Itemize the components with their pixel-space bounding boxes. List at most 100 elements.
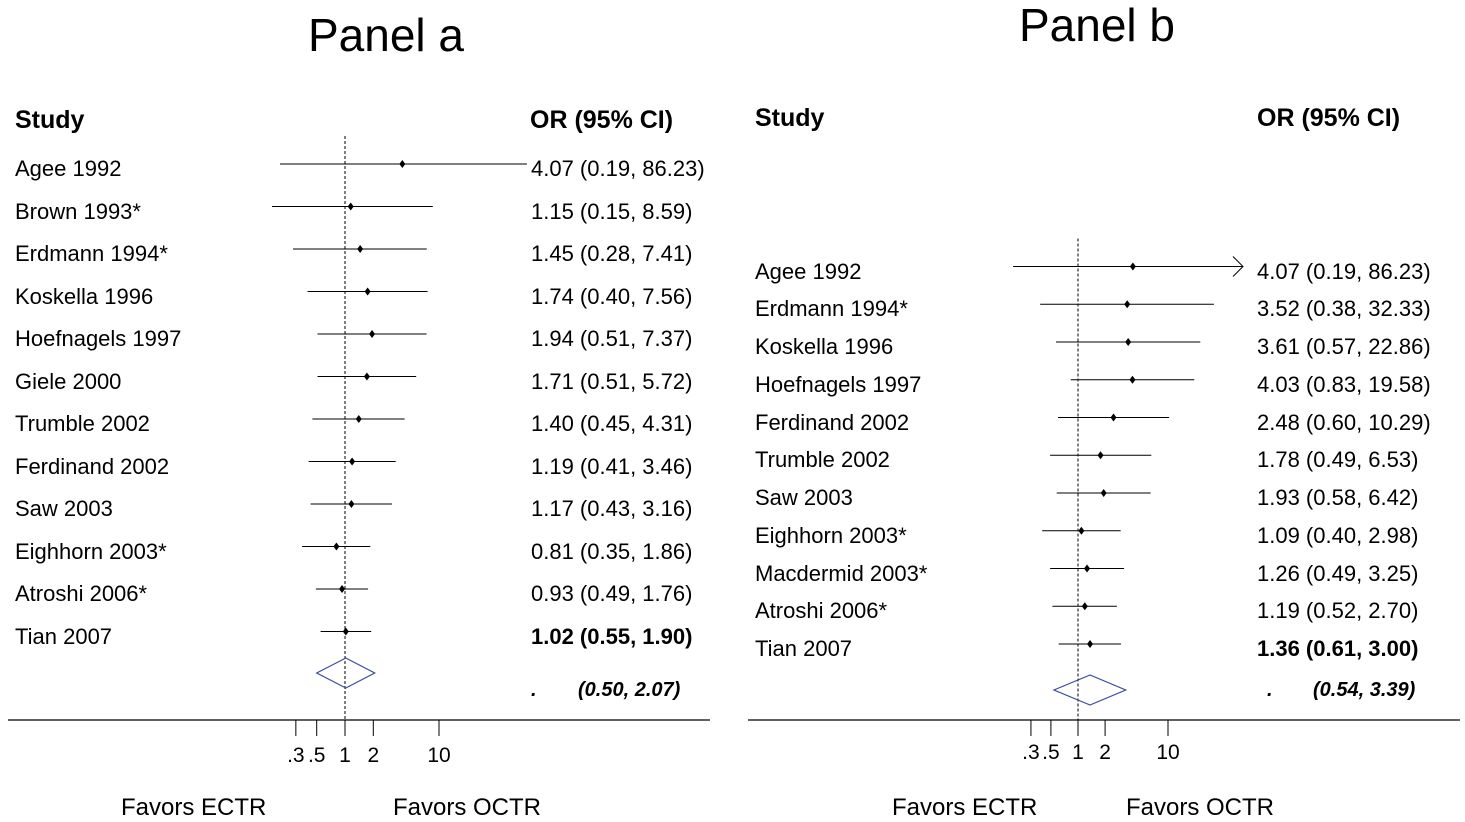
point-estimate	[1124, 300, 1131, 309]
study-name: Hoefnagels 1997	[15, 326, 182, 351]
point-estimate	[1087, 640, 1094, 648]
odds-ratio-ci: 0.93 (0.49, 1.76)	[531, 581, 693, 606]
odds-ratio-ci: 1.09 (0.40, 2.98)	[1257, 522, 1419, 548]
point-estimate	[1125, 338, 1132, 346]
point-estimate	[333, 542, 340, 551]
odds-ratio-ci: 1.93 (0.58, 6.42)	[1257, 485, 1419, 510]
odds-ratio-ci: 1.36 (0.61, 3.00)	[1257, 636, 1419, 661]
odds-ratio-ci: 1.74 (0.40, 7.56)	[531, 283, 693, 309]
point-estimate	[1129, 375, 1136, 384]
odds-ratio-ci: 4.03 (0.83, 19.58)	[1257, 371, 1431, 397]
odds-ratio-ci: 1.26 (0.49, 3.25)	[1257, 560, 1419, 586]
study-row: Tian 2007 1.02 (0.55, 1.90)	[0, 624, 725, 654]
study-row: Erdmann 1994* 1.45 (0.28, 7.41)	[0, 241, 725, 271]
odds-ratio-ci: 1.94 (0.51, 7.37)	[531, 326, 693, 351]
odds-ratio-ci: 4.07 (0.19, 86.23)	[1257, 258, 1431, 284]
odds-ratio-ci: 4.07 (0.19, 86.23)	[531, 156, 705, 181]
odds-ratio-ci: 2.48 (0.60, 10.29)	[1257, 409, 1431, 435]
point-estimate	[339, 585, 346, 593]
point-estimate	[1078, 526, 1085, 535]
study-name: Eighhorn 2003*	[15, 538, 167, 564]
study-name: Hoefnagels 1997	[755, 371, 922, 397]
study-column-header: Study	[755, 104, 825, 132]
odds-ratio-ci: 1.15 (0.15, 8.59)	[531, 198, 693, 224]
study-row: Tian 2007 1.36 (0.61, 3.00)	[740, 636, 1465, 666]
summary-diamond	[315, 657, 377, 689]
x-tick-label: 2	[1099, 741, 1111, 764]
odds-ratio-ci: 1.02 (0.55, 1.90)	[531, 623, 693, 649]
study-row: Erdmann 1994* 3.52 (0.38, 32.33)	[740, 296, 1465, 326]
study-name: Atroshi 2006*	[755, 598, 888, 624]
point-estimate	[347, 202, 354, 211]
odds-ratio-ci: 1.19 (0.52, 2.70)	[1257, 598, 1419, 624]
study-name: Tian 2007	[755, 636, 853, 661]
study-row: Hoefnagels 1997 4.03 (0.83, 19.58)	[740, 372, 1465, 402]
favor-left-label: Favors ECTR	[892, 794, 1038, 821]
odds-ratio-ci: 1.40 (0.45, 4.31)	[531, 411, 693, 436]
summary-diamond	[1052, 674, 1128, 706]
x-tick-label: .5	[1042, 741, 1060, 764]
study-row: Eighhorn 2003* 0.81 (0.35, 1.86)	[0, 539, 725, 569]
study-row: Saw 2003 1.17 (0.43, 3.16)	[0, 496, 725, 526]
panel-title: Panel b	[1019, 0, 1176, 51]
point-estimate	[342, 627, 349, 636]
study-name: Trumble 2002	[15, 411, 150, 436]
study-name: Eighhorn 2003*	[755, 522, 907, 548]
odds-ratio-ci: 1.78 (0.49, 6.53)	[1257, 447, 1419, 473]
study-column-header: Study	[15, 106, 85, 134]
study-name: Tian 2007	[15, 623, 113, 649]
study-row: Ferdinand 2002 1.19 (0.41, 3.46)	[0, 454, 725, 484]
forest-plot-panel-a: Panel a Study OR (95% CI) Agee 1992 4.07 (0.…	[0, 0, 725, 822]
odds-ratio-ci: 1.45 (0.28, 7.41)	[531, 241, 693, 266]
study-name: Trumble 2002	[755, 447, 890, 473]
summary-ci: (0.54, 3.39)	[1313, 679, 1416, 701]
study-name: Macdermid 2003*	[755, 560, 928, 586]
point-estimate	[1129, 262, 1136, 271]
study-row: Macdermid 2003* 1.26 (0.49, 3.25)	[740, 561, 1465, 591]
x-tick-label: 2	[367, 744, 379, 767]
study-name: Koskella 1996	[15, 283, 154, 309]
point-estimate	[363, 372, 370, 381]
study-row: Eighhorn 2003* 1.09 (0.40, 2.98)	[740, 523, 1465, 553]
forest-plot-svg: .3.5 1 2 10	[8, 136, 710, 767]
study-row: Trumble 2002 1.78 (0.49, 6.53)	[740, 447, 1465, 477]
point-estimate	[369, 330, 376, 338]
study-name: Koskella 1996	[755, 334, 894, 359]
x-tick-label: 1	[1072, 741, 1084, 764]
study-name: Brown 1993*	[15, 198, 141, 224]
x-tick-label: .5	[308, 744, 326, 767]
forest-plot-svg: .3.5 1 2 10	[748, 238, 1460, 764]
study-row: Ferdinand 2002 2.48 (0.60, 10.29)	[740, 410, 1465, 440]
point-estimate	[1110, 413, 1117, 422]
point-estimate	[1100, 489, 1107, 497]
study-row: Atroshi 2006* 0.93 (0.49, 1.76)	[0, 581, 725, 611]
odds-ratio-ci: 1.71 (0.51, 5.72)	[531, 368, 693, 394]
panel-title: Panel a	[308, 9, 465, 61]
study-row: Saw 2003 1.93 (0.58, 6.42)	[740, 485, 1465, 515]
favor-right-label: Favors OCTR	[393, 794, 542, 821]
or-column-header: OR (95% CI)	[530, 106, 674, 134]
study-name: Saw 2003	[15, 496, 113, 521]
point-estimate	[348, 500, 355, 508]
summary-ci: (0.50, 2.07)	[578, 679, 681, 701]
study-name: Erdmann 1994*	[15, 241, 168, 266]
x-tick-label: .3	[1022, 741, 1040, 764]
favor-right-label: Favors OCTR	[1126, 794, 1275, 821]
study-row: Hoefnagels 1997 1.94 (0.51, 7.37)	[0, 326, 725, 356]
summary-dot: .	[531, 679, 537, 701]
study-row: Atroshi 2006* 1.19 (0.52, 2.70)	[740, 598, 1465, 628]
x-tick-label: .3	[287, 744, 305, 767]
odds-ratio-ci: 3.52 (0.38, 32.33)	[1257, 296, 1431, 322]
point-estimate	[399, 160, 406, 168]
study-row: Agee 1992 4.07 (0.19, 86.23)	[0, 156, 725, 186]
x-tick-label: 10	[1156, 741, 1179, 764]
study-name: Ferdinand 2002	[15, 453, 170, 479]
favor-left-label: Favors ECTR	[121, 794, 267, 821]
point-estimate	[349, 457, 356, 466]
study-name: Erdmann 1994*	[755, 296, 908, 322]
study-name: Atroshi 2006*	[15, 581, 148, 606]
study-name: Agee 1992	[755, 258, 862, 284]
odds-ratio-ci: 1.17 (0.43, 3.16)	[531, 496, 693, 521]
x-tick-label: 1	[339, 744, 351, 767]
odds-ratio-ci: 3.61 (0.57, 22.86)	[1257, 334, 1431, 359]
